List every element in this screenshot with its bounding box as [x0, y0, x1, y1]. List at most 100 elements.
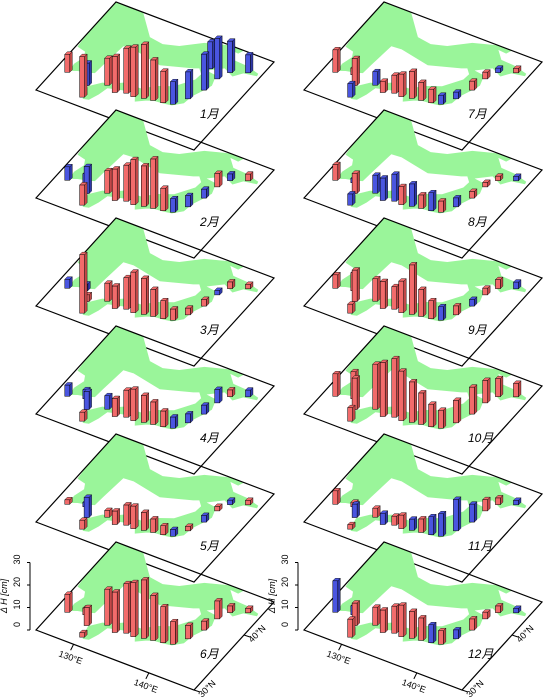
bar-front — [409, 518, 415, 531]
bar-top — [408, 181, 418, 185]
bar-top — [150, 286, 159, 290]
land-area — [337, 218, 527, 322]
station-bar — [123, 387, 132, 418]
map-frame — [34, 541, 276, 691]
bar-top — [379, 78, 389, 82]
bar-front — [104, 588, 110, 626]
bar-top — [351, 600, 361, 604]
station-bar — [437, 407, 447, 429]
bar-top — [214, 170, 223, 174]
bar-top — [391, 171, 400, 175]
station-bar — [244, 171, 254, 182]
bar-top — [79, 182, 88, 186]
station-bar — [468, 384, 478, 415]
station-bar — [468, 78, 478, 91]
station-bar — [104, 167, 113, 194]
station-bar — [512, 65, 522, 74]
month-panel-6: 6月 0 10 20 30 Δ H [cm] 130°E 140°E 30°N 40°N — [0, 541, 276, 697]
bar-front — [482, 71, 488, 80]
month-panel-11: 11月 — [302, 433, 544, 583]
bar-front — [409, 183, 415, 207]
bar-front — [141, 278, 147, 315]
bar-top — [437, 407, 447, 411]
bar-side — [356, 55, 360, 87]
station-bar — [372, 275, 381, 302]
bar-top — [140, 392, 150, 396]
bar-front — [347, 193, 353, 206]
bar-side — [155, 155, 159, 209]
lon-tick — [145, 672, 150, 680]
bar-side — [206, 51, 210, 91]
lat-tick — [511, 634, 519, 638]
bar-front — [351, 269, 358, 302]
bar-top — [482, 179, 491, 183]
lon-tick — [413, 672, 418, 680]
bar-front — [83, 607, 90, 626]
bar-top — [226, 497, 236, 501]
bar-top — [160, 298, 169, 301]
station-bar — [123, 162, 132, 202]
bar-front — [160, 70, 166, 103]
bar-top — [494, 375, 504, 379]
bar-top — [111, 166, 121, 170]
bar-front — [111, 591, 118, 633]
bar-side — [403, 183, 407, 206]
bar-front — [79, 519, 85, 530]
bar-top — [428, 190, 437, 193]
station-bar — [452, 496, 462, 532]
station-bar — [408, 68, 418, 99]
bar-front — [347, 83, 353, 98]
bar-top — [79, 629, 88, 633]
month-label: 2月 — [199, 215, 220, 229]
bar-front — [201, 404, 207, 415]
bar-top — [200, 296, 210, 300]
bar-front — [170, 81, 176, 105]
station-bar — [64, 382, 73, 397]
bar-side — [84, 181, 88, 206]
bar-top — [140, 41, 150, 45]
bar-side — [109, 586, 113, 626]
bar-front — [347, 407, 353, 422]
bar-top — [482, 496, 491, 500]
bar-front — [379, 81, 386, 93]
bar-front — [495, 175, 501, 181]
station-bar — [418, 389, 427, 425]
station-bar — [169, 78, 179, 105]
station-bar — [104, 392, 113, 410]
bar-top — [418, 286, 427, 290]
bar-top — [428, 401, 437, 405]
bar-top — [150, 399, 159, 403]
month-label: 7月 — [468, 107, 488, 121]
station-bar — [379, 510, 389, 525]
bar-front — [513, 608, 519, 614]
station-bar — [79, 517, 88, 530]
station-bar — [482, 377, 491, 404]
bar-top — [482, 69, 491, 73]
bar-side — [109, 280, 113, 302]
bar-front — [123, 47, 129, 94]
station-bar — [372, 505, 381, 518]
bar-front — [64, 166, 71, 181]
bar-top — [64, 164, 73, 167]
bar-front — [332, 373, 339, 397]
bar-top — [160, 408, 169, 412]
bar-front — [418, 194, 424, 209]
station-bar — [123, 274, 132, 310]
station-bar — [437, 627, 447, 645]
bar-top — [200, 402, 210, 406]
bar-side — [146, 576, 149, 639]
bar-front — [513, 281, 519, 290]
station-bar — [244, 51, 254, 74]
bar-top — [200, 512, 210, 516]
bar-top — [111, 395, 121, 399]
station-bar — [418, 191, 427, 209]
station-bar — [200, 512, 210, 523]
bar-top — [398, 183, 407, 187]
bar-front — [185, 413, 191, 424]
bar-top — [150, 516, 159, 520]
month-label: 11月 — [468, 539, 493, 553]
bar-top — [391, 603, 400, 607]
bar-top — [140, 163, 150, 167]
bar-top — [418, 390, 427, 394]
